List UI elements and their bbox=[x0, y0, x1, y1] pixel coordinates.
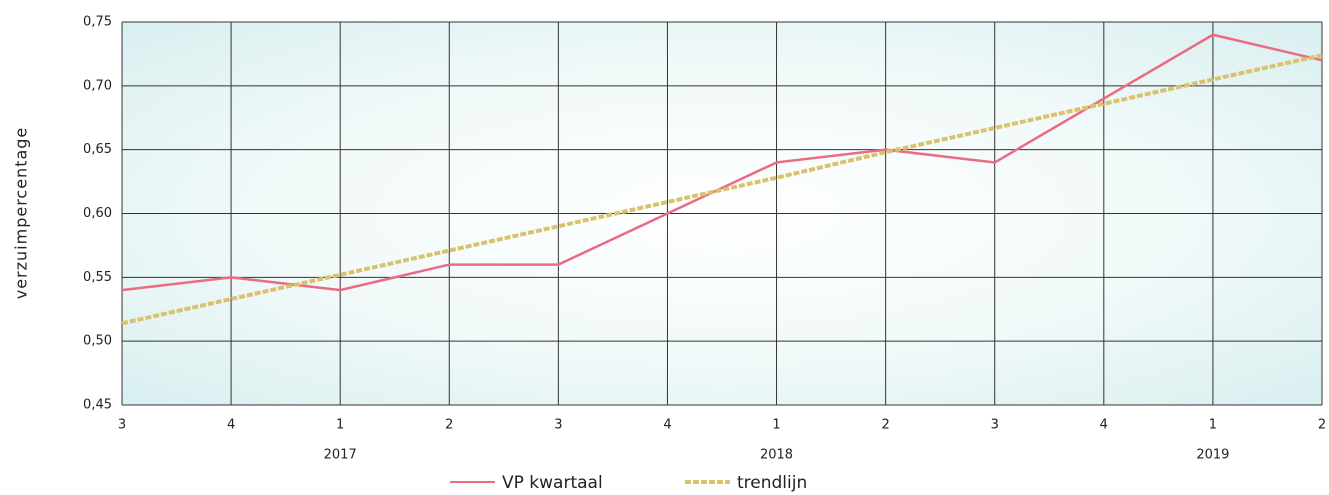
x-tick-label: 4 bbox=[663, 418, 671, 433]
x-tick-label: 2 bbox=[881, 418, 889, 433]
y-tick-label: 0,55 bbox=[83, 270, 112, 285]
x-tick-label: 3 bbox=[554, 418, 562, 433]
x-tick-label: 2 bbox=[445, 418, 453, 433]
x-year-label: 2019 bbox=[1196, 448, 1229, 463]
x-tick-label: 4 bbox=[227, 418, 235, 433]
x-tick-label: 1 bbox=[772, 418, 780, 433]
y-tick-label: 0,50 bbox=[83, 334, 112, 349]
x-tick-label: 1 bbox=[1209, 418, 1217, 433]
legend-label: VP kwartaal bbox=[502, 473, 603, 493]
x-tick-label: 4 bbox=[1100, 418, 1108, 433]
y-axis-title: verzuimpercentage bbox=[12, 127, 31, 300]
y-tick-label: 0,65 bbox=[83, 142, 112, 157]
x-tick-label: 1 bbox=[336, 418, 344, 433]
y-tick-label: 0,75 bbox=[83, 15, 112, 30]
x-tick-label: 3 bbox=[118, 418, 126, 433]
x-tick-label: 2 bbox=[1318, 418, 1326, 433]
x-tick-label: 3 bbox=[991, 418, 999, 433]
y-tick-label: 0,60 bbox=[83, 206, 112, 221]
x-year-label: 2017 bbox=[324, 448, 357, 463]
series-line bbox=[121, 33, 1323, 292]
y-tick-label: 0,70 bbox=[83, 78, 112, 93]
series-line bbox=[121, 53, 1323, 326]
legend-label: trendlijn bbox=[737, 473, 807, 493]
y-tick-label: 0,45 bbox=[83, 398, 112, 413]
x-year-label: 2018 bbox=[760, 448, 793, 463]
